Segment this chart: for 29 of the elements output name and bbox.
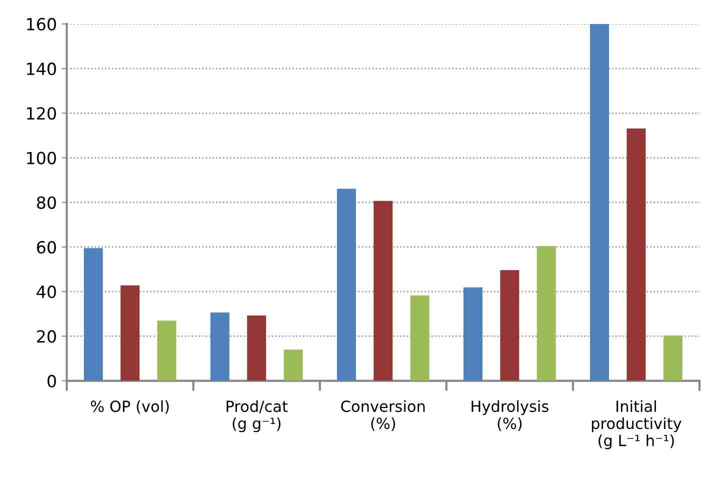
bar — [626, 128, 646, 381]
y-tick-label: 140 — [27, 62, 56, 76]
bar — [374, 200, 393, 381]
y-tick-label: 80 — [36, 196, 56, 209]
bar — [590, 24, 610, 381]
bar — [284, 350, 303, 381]
bar — [120, 285, 140, 381]
bar — [410, 295, 430, 381]
y-tick-label: 0 — [48, 374, 56, 388]
bar — [463, 287, 482, 381]
bar — [84, 248, 103, 381]
bar — [536, 246, 556, 381]
bar — [157, 320, 176, 381]
x-tick-label: % OP (vol) — [90, 400, 169, 414]
y-tick-label: 20 — [37, 330, 56, 343]
x-tick-label: Hydrolysis (%) — [472, 400, 548, 431]
bar — [210, 312, 230, 381]
x-tick-label: Initial productivity (g L⁻¹ h⁻¹) — [592, 400, 682, 450]
bar — [336, 188, 356, 381]
y-tick-label: 40 — [36, 286, 56, 298]
y-tick-label: 60 — [37, 240, 56, 254]
bar — [663, 336, 682, 381]
y-tick-label: 100 — [27, 152, 56, 164]
y-tick-label: 120 — [27, 107, 56, 120]
x-tick-label: Conversion (%) — [341, 400, 425, 431]
x-tick-label: Prod/cat (g g⁻¹) — [226, 400, 288, 432]
bar — [500, 270, 520, 381]
y-tick-label: 160 — [27, 18, 56, 31]
bar — [247, 315, 266, 381]
